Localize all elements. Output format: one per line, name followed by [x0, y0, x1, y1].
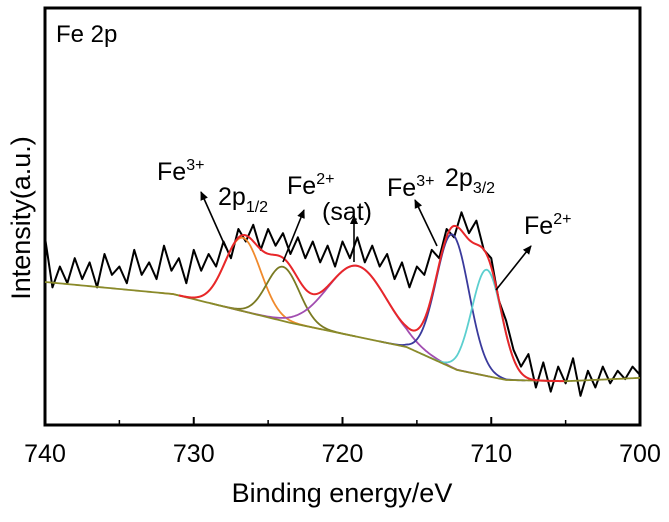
peak-label-sup: 3+ — [186, 157, 204, 174]
fit-envelope-line — [178, 224, 565, 383]
x-tick-label: 700 — [619, 440, 661, 468]
peak-label: (sat) — [322, 198, 372, 226]
peak-label-text: Fe — [287, 172, 316, 200]
peak-label-text: Fe — [157, 158, 186, 186]
annotation-arrow — [414, 199, 438, 247]
annotation-arrow — [495, 245, 532, 291]
peak-label: Fe3+ — [387, 173, 434, 202]
raw-spectrum-line — [44, 211, 641, 397]
peak-label-sup: 3+ — [416, 173, 434, 190]
peak-label-text: Fe — [387, 174, 416, 202]
peak-label-text: 2p — [445, 164, 473, 192]
fit-component-1 — [209, 265, 357, 338]
peak-label: 2p1/2 — [218, 183, 268, 216]
x-tick-label: 740 — [24, 440, 66, 468]
annotation-arrow — [282, 209, 305, 263]
peak-label-text: (sat) — [322, 198, 372, 226]
fit-component-2 — [223, 264, 490, 378]
peak-label: Fe2+ — [287, 171, 334, 200]
x-axis-label: Binding energy/eV — [232, 478, 453, 508]
peak-label-sub: 3/2 — [473, 180, 495, 197]
peak-label-text: Fe — [524, 212, 553, 240]
annotation-arrow — [200, 191, 227, 249]
chart-title: Fe 2p — [56, 21, 117, 48]
peak-label: Fe3+ — [157, 157, 204, 186]
x-tick-label: 710 — [470, 440, 512, 468]
y-axis-label: Intensity(a.u.) — [6, 136, 36, 300]
peak-label-sup: 2+ — [316, 171, 334, 188]
background-line — [44, 281, 641, 383]
fit-component-3 — [379, 233, 526, 382]
peak-label-sub: 1/2 — [246, 199, 268, 216]
fit-component-4 — [419, 268, 553, 382]
peak-label: Fe2+ — [524, 211, 571, 240]
x-tick-label: 720 — [322, 440, 364, 468]
x-tick-label: 730 — [173, 440, 215, 468]
peak-label: 2p3/2 — [445, 164, 495, 197]
peak-label-sup: 2+ — [553, 211, 571, 228]
peak-label-text: 2p — [218, 183, 246, 211]
